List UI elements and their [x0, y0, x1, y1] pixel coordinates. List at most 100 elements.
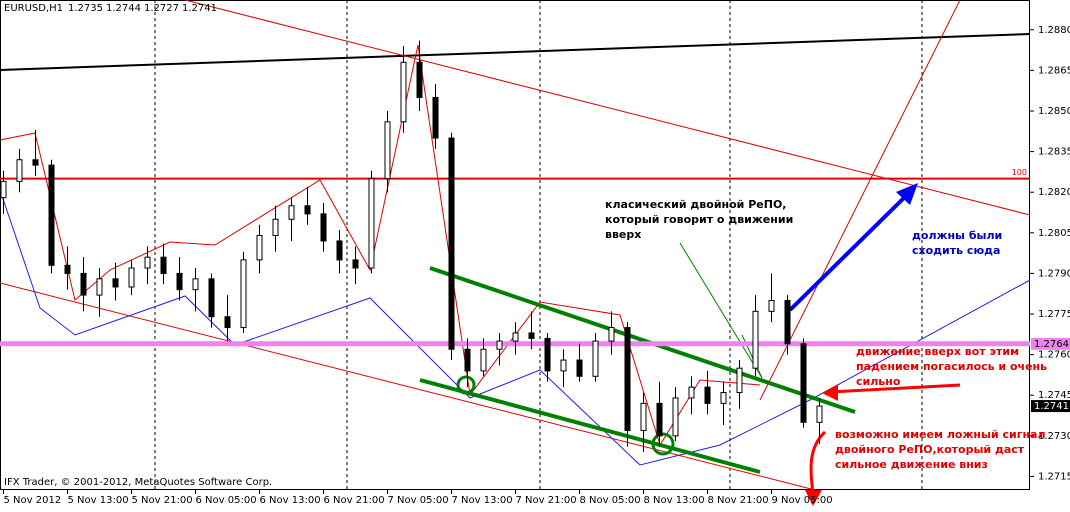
candle-body [320, 213, 327, 242]
header-price: 1.2741 [182, 3, 217, 14]
y-tick-label: 1.2760 [1038, 350, 1070, 361]
candle-body [176, 272, 183, 291]
current-price-box [1031, 400, 1070, 413]
annotation: должны были [912, 229, 1002, 242]
drawings [0, 0, 1031, 506]
candle-body [544, 337, 551, 372]
candle-body [592, 340, 599, 377]
annotation: вверх [605, 228, 641, 241]
y-tick-label: 1.2805 [1038, 228, 1070, 239]
candle-body [288, 205, 295, 220]
y-tick-label: 1.2730 [1038, 431, 1070, 442]
line-label: 100 [1012, 168, 1027, 177]
candle-body [16, 159, 23, 182]
candle-body [480, 348, 487, 372]
annotation: который говорит о движении [605, 213, 793, 226]
x-tick-label: 5 Nov 13:00 [68, 495, 129, 506]
candle-body [608, 327, 615, 342]
x-tick-label: 8 Nov 13:00 [644, 495, 705, 506]
y-tick-label: 1.2715 [1038, 471, 1070, 482]
y-tick-label: 1.2775 [1038, 309, 1070, 320]
x-tick-label: 5 Nov 21:00 [132, 495, 193, 506]
annotation: сильное движение вниз [835, 458, 988, 471]
candle-body [272, 218, 279, 237]
annotation: возможно имеем ложный сигнал [835, 428, 1046, 441]
price-box-label: 1.2764 [1034, 339, 1069, 350]
candle-body [400, 61, 407, 123]
candle-body [144, 256, 151, 269]
x-tick-label: 6 Nov 13:00 [260, 495, 321, 506]
candle-body [128, 267, 135, 288]
candle-body [624, 327, 631, 431]
candle-body [192, 278, 199, 291]
candle-body [352, 259, 359, 269]
y-tick-label: 1.2880 [1038, 25, 1070, 36]
header-price: 1.2735 [68, 3, 103, 14]
header-price: 1.2744 [106, 3, 141, 14]
candle-body [368, 178, 375, 269]
candle-body [384, 121, 391, 180]
candle-body [800, 343, 807, 423]
y-tick-label: 1.2835 [1038, 147, 1070, 158]
candle-body [112, 278, 119, 288]
candle-body [448, 137, 455, 350]
candle-body [816, 405, 823, 423]
footer: IFX Trader, © 2001-2012, MetaQuotes Soft… [4, 477, 272, 488]
y-tick-label: 1.2745 [1038, 390, 1070, 401]
candle-body [304, 205, 311, 215]
x-tick-label: 6 Nov 21:00 [324, 495, 385, 506]
candle-body [240, 259, 247, 329]
candle-body [736, 367, 743, 394]
y-tick-label: 1.2850 [1038, 106, 1070, 117]
y-tick-label: 1.2820 [1038, 187, 1070, 198]
x-tick-label: 6 Nov 05:00 [196, 495, 257, 506]
price-box [1031, 337, 1070, 350]
candle-body [640, 402, 647, 431]
x-tick-label: 8 Nov 21:00 [708, 495, 769, 506]
candle-body [752, 310, 759, 369]
candle-body [688, 386, 695, 399]
candle-body [464, 348, 471, 372]
candle-body [704, 386, 711, 404]
candle-body [336, 240, 343, 261]
candle-body [512, 332, 519, 342]
candle-body [432, 96, 439, 139]
current-price-label: 1.2741 [1034, 401, 1069, 412]
x-tick-label: 9 Nov 05:00 [772, 495, 833, 506]
annotation: сильно [856, 375, 901, 388]
annotation: класический двойной РеПО, [605, 198, 786, 211]
candle-body [64, 264, 71, 274]
annotation: сходить сюда [912, 244, 1000, 257]
annotation: двойного РеПО,который даст [835, 443, 1025, 456]
candle-body [768, 299, 775, 312]
candle-body [224, 316, 231, 329]
y-tick-label: 1.2865 [1038, 65, 1070, 76]
candle-body [720, 392, 727, 404]
candle-body [416, 61, 423, 98]
candle-body [528, 332, 535, 339]
candle-body [672, 397, 679, 437]
chart-title: EURUSD,H1 [4, 3, 63, 14]
x-tick-label: 7 Nov 21:00 [516, 495, 577, 506]
x-tick-label: 7 Nov 13:00 [452, 495, 513, 506]
candle-body [784, 299, 791, 345]
candle-body [560, 359, 567, 372]
x-tick-label: 7 Nov 05:00 [388, 495, 449, 506]
x-tick-label: 8 Nov 05:00 [580, 495, 641, 506]
candle-body [80, 272, 87, 296]
annotation: движение вверх вот этим [856, 345, 1019, 358]
candle-body [48, 164, 55, 266]
candle-body [160, 256, 167, 274]
header-price: 1.2727 [144, 3, 179, 14]
candle-body [0, 180, 7, 199]
candle-body [32, 159, 39, 166]
candle-body [656, 402, 663, 437]
x-tick-label: 5 Nov 2012 [4, 495, 62, 506]
candle-body [496, 340, 503, 350]
candle-body [96, 278, 103, 296]
y-tick-label: 1.2790 [1038, 268, 1070, 279]
candle-body [576, 359, 583, 377]
annotation: падением погасилось и очень [856, 360, 1047, 373]
candle-body [208, 278, 215, 318]
